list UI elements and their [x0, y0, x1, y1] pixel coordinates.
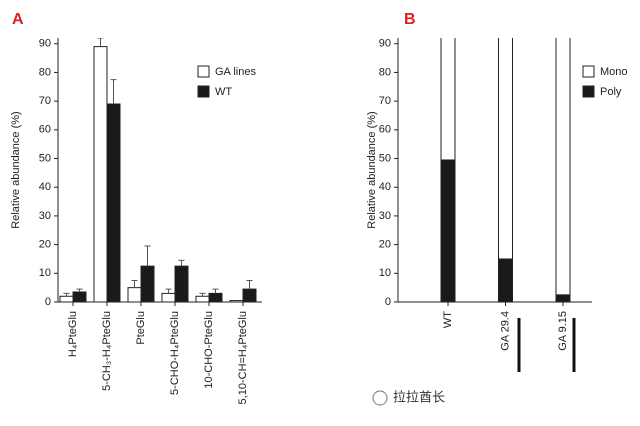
- bar: [72, 291, 87, 302]
- y-tick-label: 90: [379, 38, 391, 50]
- bar: [555, 38, 571, 296]
- bar: [127, 287, 142, 302]
- legend-label: Poly: [600, 86, 622, 98]
- y-tick-label: 0: [45, 296, 51, 308]
- y-axis-label: Relative abundance (%): [10, 111, 22, 228]
- error-bar: [110, 79, 117, 104]
- plot: [440, 38, 571, 302]
- bar: [498, 38, 513, 260]
- error-bar: [178, 259, 185, 267]
- bar: [174, 265, 189, 302]
- y-tick-label: 0: [385, 296, 391, 308]
- error-bar: [212, 288, 219, 294]
- y-tick-label: 10: [39, 267, 51, 279]
- error-bar: [97, 38, 104, 47]
- x-tick-label: 5,10-CH=H₄PteGlu: [237, 311, 249, 404]
- bar: [440, 159, 456, 302]
- y-tick-label: 20: [39, 239, 51, 251]
- y-tick-label: 30: [39, 210, 51, 222]
- x-tick-label: WT: [442, 311, 454, 328]
- error-bar: [76, 288, 83, 292]
- bar: [106, 103, 121, 302]
- legend-label: WT: [215, 86, 232, 98]
- panel-label: A: [12, 11, 24, 28]
- bar: [498, 258, 513, 302]
- error-bar: [165, 288, 172, 294]
- x-tick-label: 5-CHO-H₄PteGlu: [169, 311, 181, 395]
- bar: [208, 292, 223, 302]
- y-tick-label: 60: [379, 124, 391, 136]
- y-tick-label: 90: [39, 38, 51, 50]
- legend-swatch: [197, 65, 210, 78]
- y-tick-label: 80: [379, 66, 391, 78]
- watermark-icon: [372, 390, 388, 406]
- legend-swatch: [582, 85, 595, 98]
- bar: [140, 265, 155, 302]
- plot: [59, 38, 257, 302]
- legend-label: Mono: [600, 66, 628, 78]
- y-tick-label: 50: [379, 152, 391, 164]
- legend-label: GA lines: [215, 66, 256, 78]
- error-bar: [63, 292, 70, 297]
- y-tick-label: 50: [39, 152, 51, 164]
- x-tick-label: 5-CH₃-H₄PteGlu: [101, 311, 113, 391]
- y-tick-label: 80: [39, 66, 51, 78]
- bar: [93, 46, 108, 302]
- y-tick-label: 10: [379, 267, 391, 279]
- x-tick-label: GA 29.4: [499, 311, 511, 351]
- error-bar: [246, 279, 253, 290]
- bar: [195, 295, 210, 302]
- y-tick-label: 60: [39, 124, 51, 136]
- bar: [555, 294, 571, 302]
- bar: [242, 288, 257, 302]
- legend-swatch: [582, 65, 595, 78]
- watermark: 拉拉酋长: [393, 389, 445, 404]
- y-tick-label: 40: [39, 181, 51, 193]
- bar: [440, 38, 456, 161]
- y-tick-label: 20: [379, 239, 391, 251]
- legend-swatch: [197, 85, 210, 98]
- error-bar: [131, 279, 138, 288]
- bar: [59, 295, 74, 302]
- y-axis-label: Relative abundance (%): [366, 111, 378, 228]
- error-bar: [144, 245, 151, 267]
- x-tick-label: GA 9.15: [557, 311, 569, 351]
- bar: [161, 292, 176, 302]
- y-tick-label: 30: [379, 210, 391, 222]
- x-tick-label: H₄PteGlu: [67, 311, 79, 357]
- y-tick-label: 70: [39, 95, 51, 107]
- y-tick-label: 70: [379, 95, 391, 107]
- error-bar: [199, 292, 206, 297]
- x-tick-label: PteGlu: [135, 311, 147, 345]
- y-tick-label: 40: [379, 181, 391, 193]
- panel-label: B: [404, 11, 416, 28]
- x-tick-label: 10-CHO-PteGlu: [203, 311, 215, 389]
